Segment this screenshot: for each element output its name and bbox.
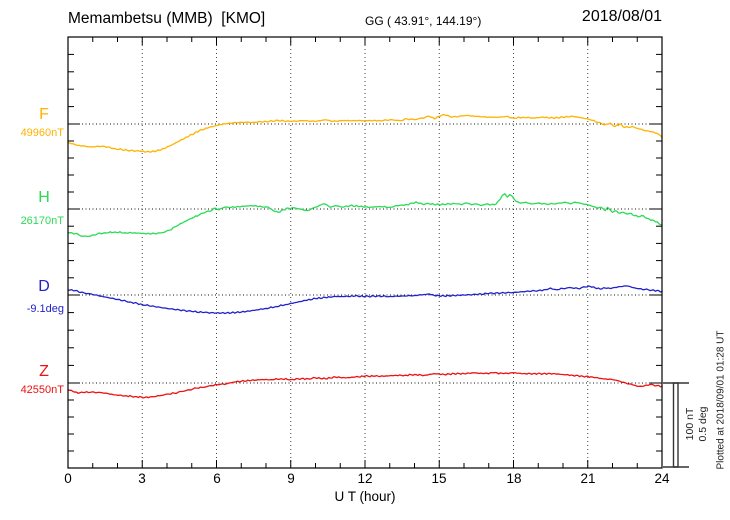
scale-bar-label: 100 nT 0.5 deg	[684, 394, 712, 454]
x-tick-label-12: 12	[357, 471, 373, 486]
x-tick-label-21: 21	[580, 471, 596, 486]
channel-label-f: F	[39, 106, 49, 123]
x-tick-label-3: 3	[138, 471, 146, 486]
channel-value-d: -9.1deg	[26, 303, 64, 315]
station-title: Memambetsu (MMB) [KMO]	[68, 10, 266, 27]
x-tick-label-0: 0	[64, 471, 72, 486]
scale-bar-label-nt: 100 nT	[684, 407, 696, 441]
channel-value-h: 26170nT	[20, 215, 64, 227]
x-axis-title: U T (hour)	[334, 489, 396, 504]
x-tick-label-18: 18	[506, 471, 522, 486]
x-tick-label-24: 24	[654, 471, 670, 486]
geographic-coordinates: GG ( 43.91°, 144.19°)	[365, 14, 482, 28]
channel-label-d: D	[38, 278, 50, 295]
plot-timestamp: Plotted at 2018/09/01 01:28 UT	[715, 330, 727, 470]
scale-bar-label-deg: 0.5 deg	[697, 406, 709, 442]
channel-value-z: 42550nT	[20, 384, 64, 396]
plot-generated-layer	[67, 36, 689, 469]
x-tick-label-15: 15	[431, 471, 447, 486]
x-tick-label-6: 6	[213, 471, 221, 486]
channel-value-f: 49960nT	[20, 127, 64, 139]
plot-date: 2018/08/01	[581, 8, 662, 25]
channel-label-z: Z	[39, 363, 49, 380]
x-tick-label-9: 9	[287, 471, 295, 486]
channel-label-h: H	[38, 189, 50, 206]
